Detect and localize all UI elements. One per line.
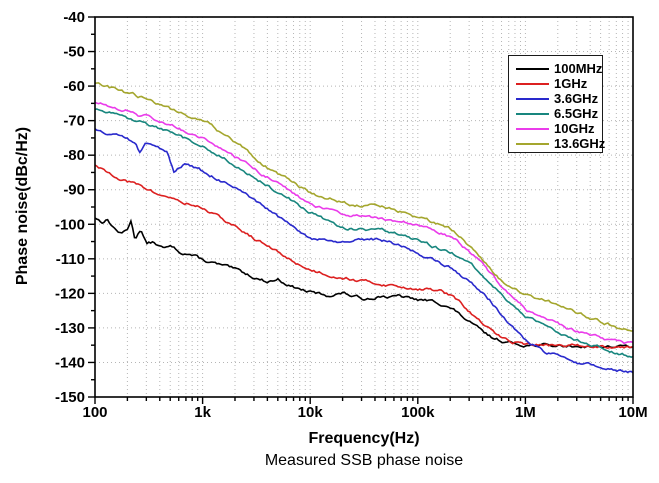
legend-line-sample [516,112,549,115]
series-line-3.6GHz [95,128,633,374]
x-tick-label: 10k [298,404,324,421]
y-tick-label: -70 [63,113,85,130]
legend-line-sample [516,82,549,85]
legend-line-sample [516,127,549,130]
series-line-1GHz [95,164,633,350]
y-tick-label: -90 [63,182,85,199]
y-tick-label: -80 [63,147,85,164]
y-tick-label: -110 [56,251,85,268]
legend-label: 6.5GHz [554,106,599,121]
legend-label: 100MHz [554,61,603,76]
legend-item: 100MHz [516,61,602,76]
legend-label: 3.6GHz [554,91,599,106]
series-line-6.5GHz [95,108,633,358]
y-tick-label: -120 [55,285,85,302]
legend-line-sample [516,67,549,70]
legend-item: 10GHz [516,121,602,136]
y-tick-label: -130 [55,320,85,337]
legend-item: 13.6GHz [516,136,606,151]
y-tick-label: -100 [55,216,85,233]
y-tick-label: -150 [55,389,85,406]
y-tick-label: -60 [63,78,85,95]
legend-label: 10GHz [554,121,595,136]
series-line-10GHz [95,101,633,345]
legend-label: 13.6GHz [554,136,606,151]
x-axis-title: Frequency(Hz) [308,430,420,447]
series-line-13.6GHz [95,82,633,332]
y-tick-label: -40 [63,9,85,26]
legend-item: 6.5GHz [516,106,602,121]
y-axis-title: Phase noise(dBc/Hz) [14,126,31,286]
legend: 100MHz 1GHz 3.6GHz 6.5GHz 10GHz 13.6GHz [508,55,606,153]
legend-label: 1GHz [554,76,588,91]
y-tick-label: -50 [63,44,85,61]
legend-line-sample [516,97,549,100]
y-tick-label: -140 [55,354,85,371]
series-line-100MHz [95,217,633,349]
x-tick-label: 1M [515,404,536,421]
legend-line-sample [516,142,549,145]
x-tick-label: 100 [82,404,107,421]
legend-item: 1GHz [516,76,602,91]
x-tick-label: 10M [618,404,647,421]
legend-item: 3.6GHz [516,91,602,106]
x-tick-label: 1k [194,404,211,421]
x-tick-label: 100k [401,404,435,421]
chart-caption: Measured SSB phase noise [264,452,464,469]
